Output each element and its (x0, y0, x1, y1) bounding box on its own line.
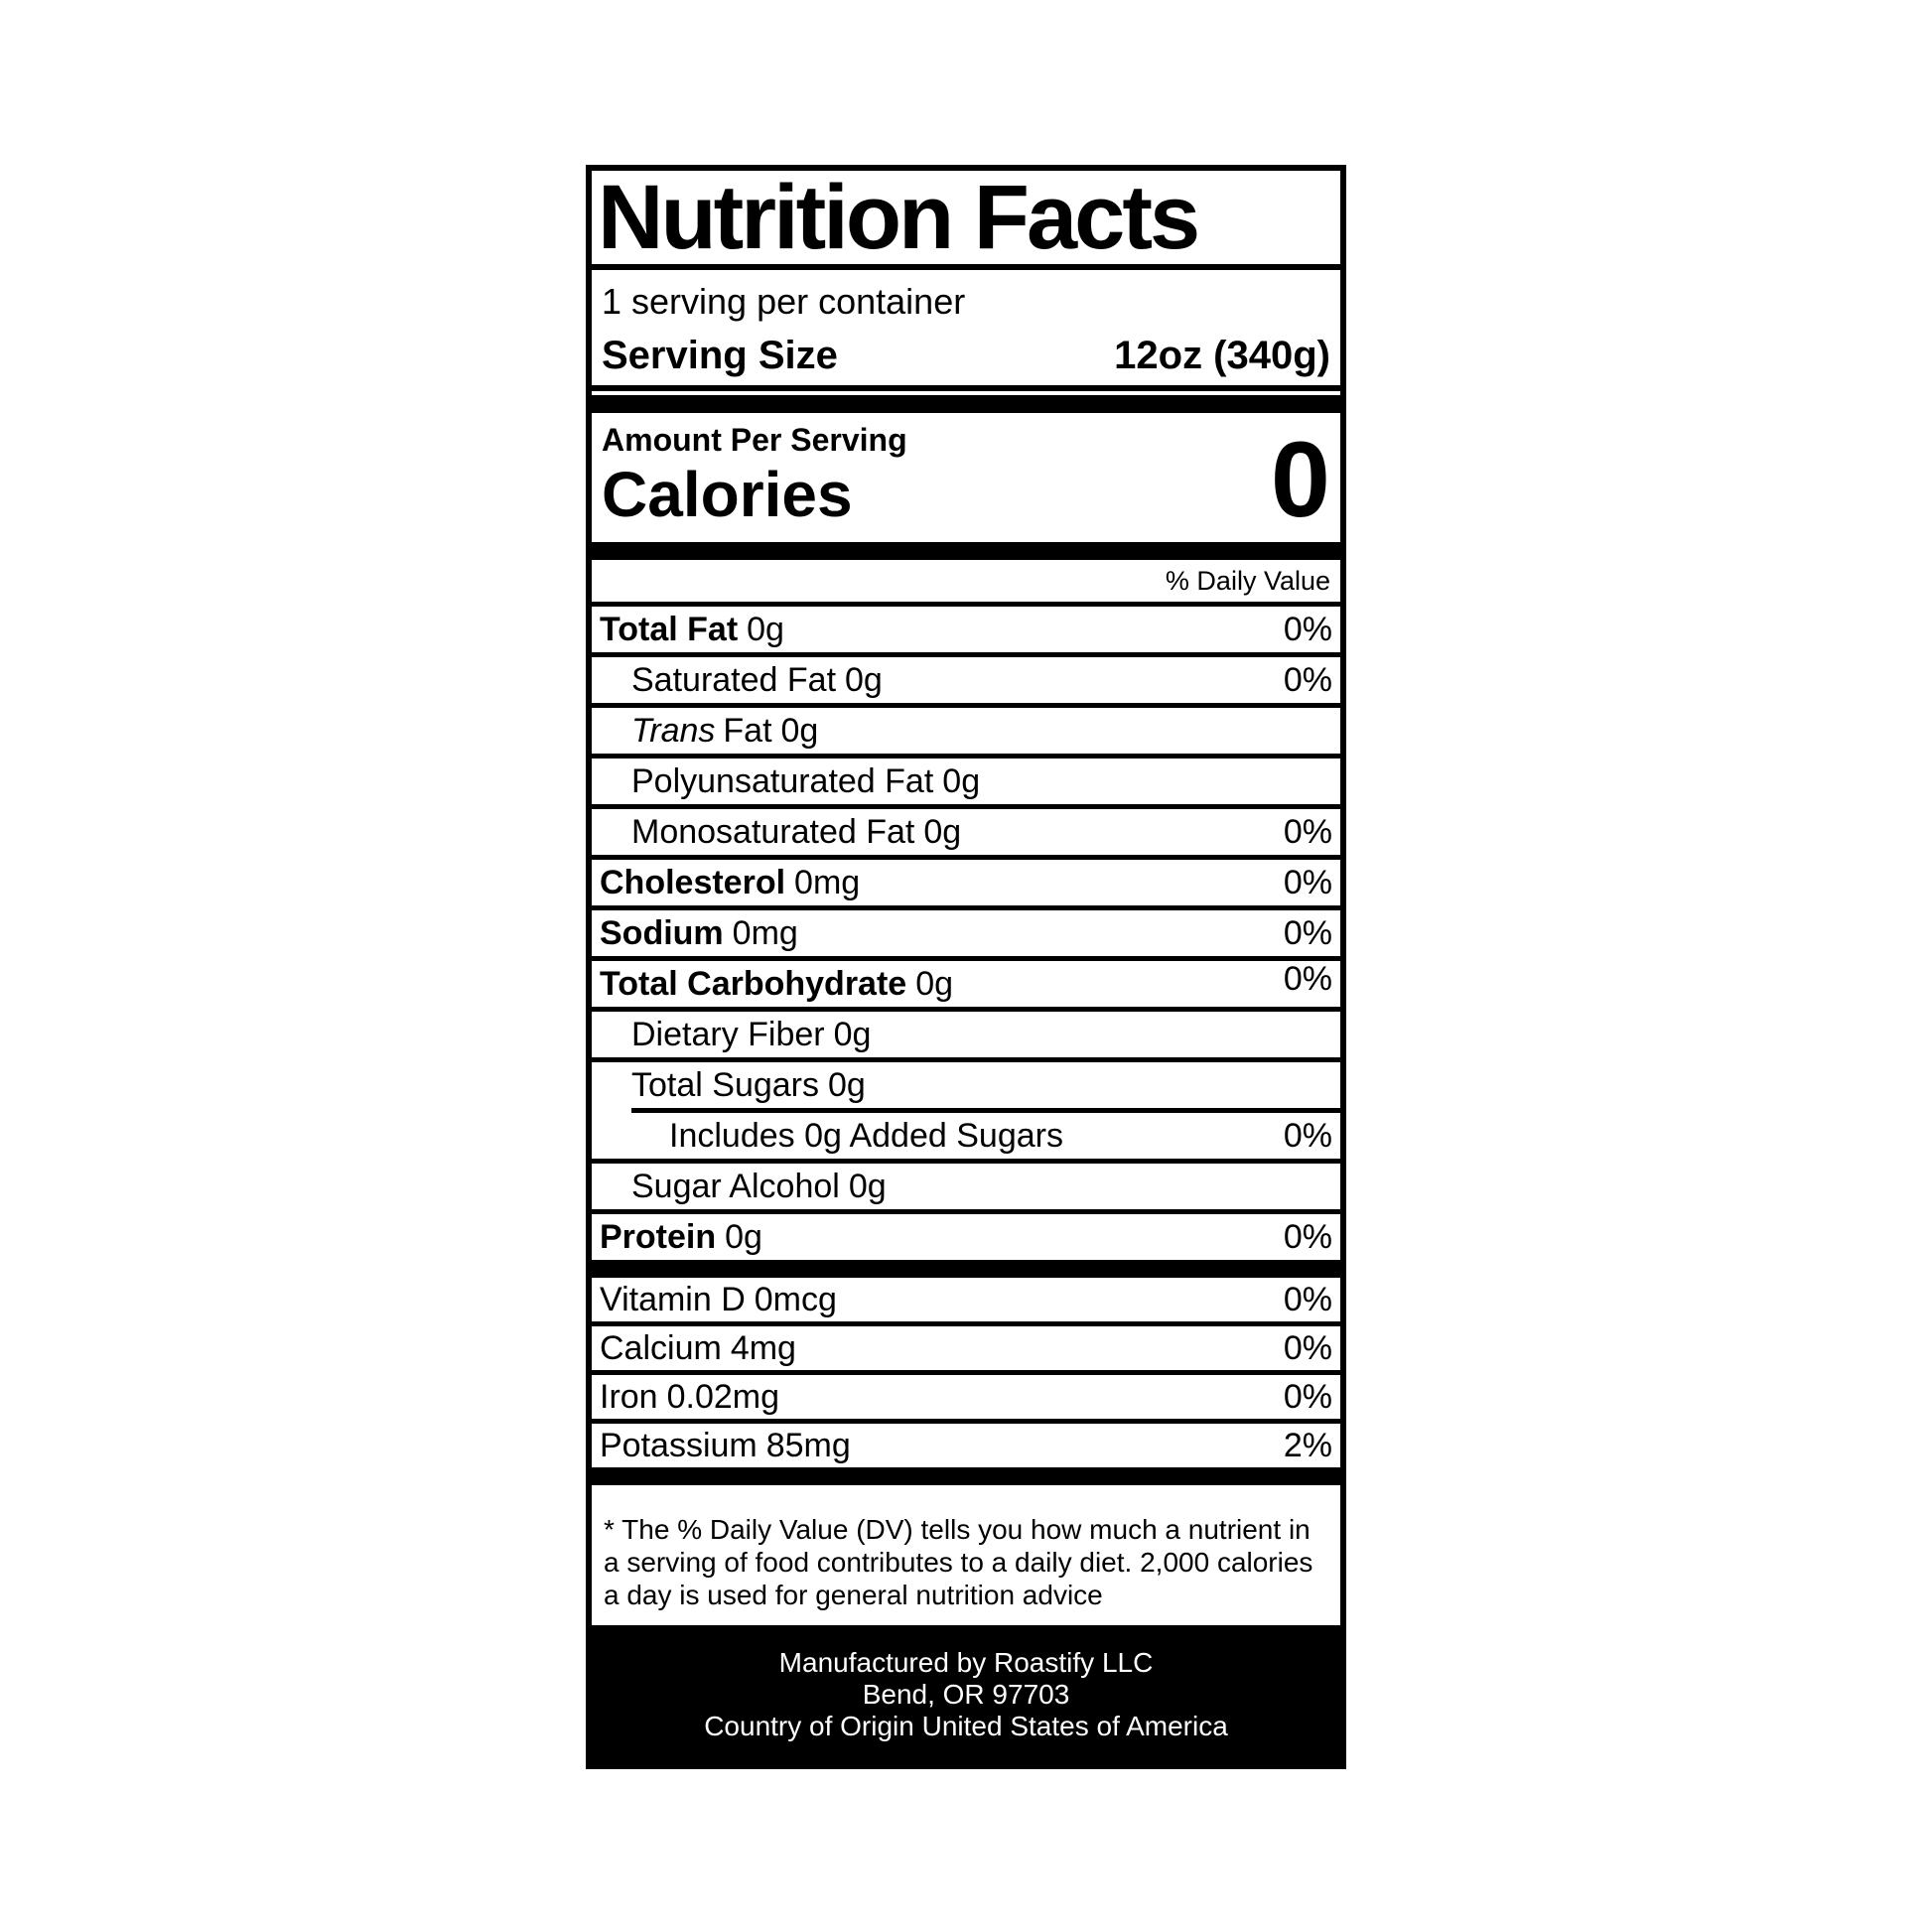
nutrient-row-total-fat: Total Fat 0g 0% (592, 607, 1340, 652)
calories-left-block: Amount Per Serving Calories (602, 421, 907, 542)
nutrient-name-italic: Trans (631, 711, 716, 750)
nutrient-name: Total Sugars (631, 1065, 819, 1104)
calories-section: Amount Per Serving Calories 0 (592, 413, 1340, 542)
vitamin-pct: 0% (1283, 1280, 1332, 1318)
vitamin-amount: 85mg (765, 1426, 851, 1464)
amount-per-serving-label: Amount Per Serving (602, 422, 907, 458)
nutrient-row-saturated-fat: Saturated Fat 0g 0% (592, 652, 1340, 703)
nutrient-name: Includes 0g Added Sugars (669, 1116, 1063, 1155)
nutrient-row-polyunsaturated-fat: Polyunsaturated Fat 0g (592, 754, 1340, 804)
nutrient-name: Saturated Fat (631, 660, 837, 699)
vitamin-amount: 0mcg (754, 1280, 837, 1318)
vitamin-row-iron: Iron 0.02mg 0% (592, 1370, 1340, 1419)
added-sugars-partial-rule (631, 1108, 1340, 1113)
nutrient-row-dietary-fiber: Dietary Fiber 0g (592, 1007, 1340, 1057)
divider-bar-serving (592, 395, 1340, 413)
nutrient-row-monosaturated-fat: Monosaturated Fat 0g 0% (592, 804, 1340, 855)
vitamin-name: Vitamin D (600, 1280, 746, 1318)
nutrient-row-sugar-alcohol: Sugar Alcohol 0g (592, 1159, 1340, 1209)
nutrient-row-sodium: Sodium 0mg 0% (592, 905, 1340, 956)
nutrient-name: Protein (600, 1217, 717, 1256)
nutrient-name: Polyunsaturated Fat (631, 761, 934, 800)
nutrient-amount: 0g (923, 812, 962, 851)
nutrient-name: Fat (723, 711, 772, 750)
nutrient-amount: 0g (848, 1167, 887, 1205)
manufacturer-footer: Manufactured by Roastify LLC Bend, OR 97… (592, 1625, 1340, 1763)
nutrient-row-trans-fat: Trans Fat 0g (592, 703, 1340, 754)
vitamin-amount: 0.02mg (666, 1377, 779, 1416)
serving-section: 1 serving per container Serving Size 12o… (592, 270, 1340, 391)
nutrient-row-added-sugars: Includes 0g Added Sugars 0% (592, 1113, 1340, 1159)
nutrient-amount: 0g (747, 610, 784, 648)
nutrient-name: Sugar Alcohol (631, 1167, 840, 1205)
manufacturer-line: Manufactured by Roastify LLC (778, 1646, 1154, 1678)
nutrient-name: Sodium (600, 913, 724, 952)
vitamin-row-vitamin-d: Vitamin D 0mcg 0% (592, 1278, 1340, 1321)
calories-label: Calories (602, 459, 853, 530)
daily-value-header: % Daily Value (592, 560, 1340, 607)
vitamin-name: Calcium (600, 1328, 722, 1367)
vitamin-name: Potassium (600, 1426, 758, 1464)
serving-size-label: Serving Size (602, 334, 838, 377)
vitamin-pct: 0% (1283, 1377, 1332, 1416)
country-of-origin: Country of Origin United States of Ameri… (704, 1710, 1228, 1741)
vitamin-row-potassium: Potassium 85mg 2% (592, 1419, 1340, 1467)
nutrient-name: Total Carbohydrate (600, 964, 907, 1003)
nutrient-amount: 0g (915, 964, 954, 1003)
nutrient-row-total-carbohydrate: Total Carbohydrate 0g 0% (592, 956, 1340, 1007)
nutrient-amount: 0g (845, 660, 883, 699)
vitamin-name: Iron (600, 1377, 658, 1416)
nutrient-pct: 0% (1283, 660, 1332, 699)
nutrient-row-protein: Protein 0g 0% (592, 1209, 1340, 1260)
nutrient-name: Total Fat (600, 610, 739, 648)
divider-bar-calories (592, 542, 1340, 560)
servings-per-container: 1 serving per container (602, 281, 966, 322)
vitamin-rows: Vitamin D 0mcg 0% Calcium 4mg 0% Iron 0.02m… (592, 1278, 1340, 1467)
nutrient-pct: 0% (1283, 960, 1332, 998)
nutrient-pct: 0% (1283, 913, 1332, 952)
nutrient-amount: 0mg (794, 863, 861, 901)
daily-value-footnote: * The % Daily Value (DV) tells you how m… (604, 1514, 1313, 1610)
nutrient-amount: 0g (725, 1217, 762, 1256)
nutrient-name: Dietary Fiber (631, 1015, 825, 1053)
nutrient-pct: 0% (1283, 1217, 1332, 1256)
nutrient-pct: 0% (1283, 1116, 1332, 1155)
divider-bar-protein (592, 1260, 1340, 1278)
serving-size-row: Serving Size 12oz (340g) (602, 334, 1330, 378)
nutrient-amount: 0g (833, 1015, 872, 1053)
nutrient-pct: 0% (1283, 863, 1332, 901)
label-title: Nutrition Facts (592, 171, 1340, 270)
manufacturer-address: Bend, OR 97703 (862, 1678, 1070, 1710)
vitamin-pct: 0% (1283, 1328, 1332, 1367)
vitamin-amount: 4mg (730, 1328, 796, 1367)
nutrient-amount: 0g (942, 761, 981, 800)
calories-value: 0 (1270, 419, 1330, 539)
vitamin-row-calcium: Calcium 4mg 0% (592, 1321, 1340, 1370)
nutrient-amount: 0g (780, 711, 819, 750)
nutrition-facts-label: Nutrition Facts 1 serving per container … (586, 165, 1346, 1769)
serving-size-value: 12oz (340g) (1114, 334, 1330, 377)
vitamin-pct: 2% (1283, 1426, 1332, 1464)
nutrient-pct: 0% (1283, 812, 1332, 851)
nutrient-row-total-sugars: Total Sugars 0g (592, 1057, 1340, 1108)
nutrient-name: Monosaturated Fat (631, 812, 915, 851)
nutrient-pct: 0% (1283, 610, 1332, 648)
nutrient-amount: 0mg (732, 913, 798, 952)
nutrient-rows: Total Fat 0g 0% Saturated Fat 0g 0% Trans F… (592, 607, 1340, 1260)
divider-bar-vitamins (592, 1467, 1340, 1485)
nutrient-row-cholesterol: Cholesterol 0mg 0% (592, 855, 1340, 905)
nutrient-name: Cholesterol (600, 863, 786, 901)
nutrient-amount: 0g (828, 1065, 866, 1104)
